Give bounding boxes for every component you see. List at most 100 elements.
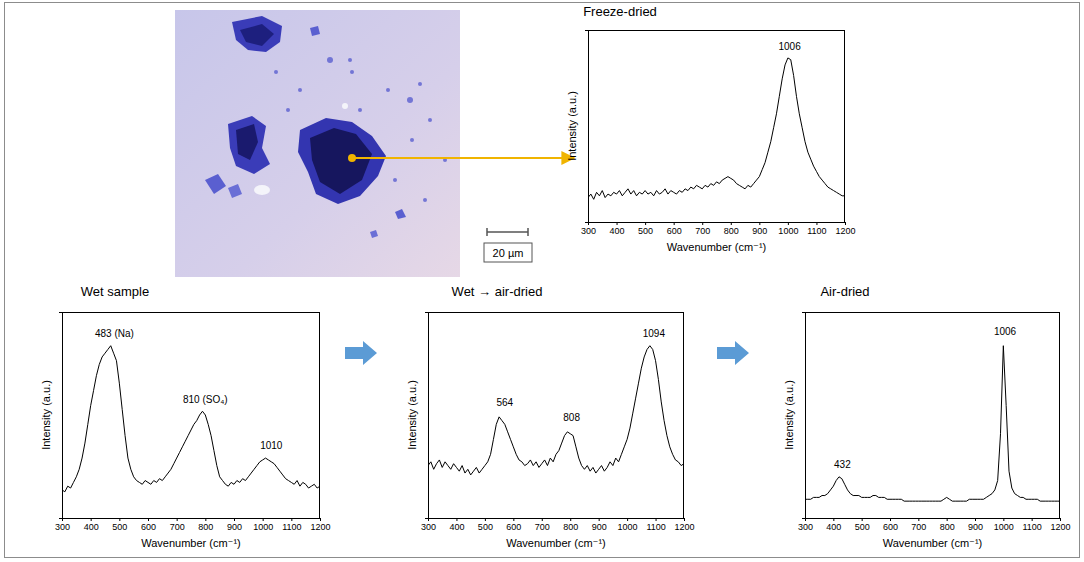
x-tick-mark xyxy=(1060,518,1061,521)
step-arrow xyxy=(717,341,749,365)
particle-dot xyxy=(286,108,290,112)
particle xyxy=(232,16,282,52)
x-tick: 900 xyxy=(968,518,983,532)
x-tick-label: 1000 xyxy=(994,522,1014,532)
scale-bar-end xyxy=(486,228,488,236)
panel: 300400500600700800900100011001200Wavenum… xyxy=(566,30,856,253)
x-tick: 900 xyxy=(592,518,607,532)
x-axis: 300400500600700800900100011001200 xyxy=(798,518,1071,532)
x-tick: 800 xyxy=(198,518,213,532)
x-tick-label: 700 xyxy=(170,522,185,532)
particle xyxy=(395,209,406,219)
x-tick: 1200 xyxy=(835,222,855,236)
y-axis-line xyxy=(585,31,589,223)
x-tick-label: 400 xyxy=(826,522,841,532)
x-tick-mark xyxy=(205,518,206,521)
x-tick-label: 900 xyxy=(592,522,607,532)
x-tick-label: 500 xyxy=(855,522,870,532)
panel-title: Air-dried xyxy=(820,284,869,299)
peak-label: 1094 xyxy=(643,328,666,339)
particle-dot xyxy=(386,88,390,92)
x-tick: 1000 xyxy=(618,518,638,532)
x-tick: 700 xyxy=(170,518,185,532)
x-tick-label: 300 xyxy=(55,522,70,532)
panel: 300400500600700800900100011001200Wavenum… xyxy=(783,312,1071,549)
x-tick: 300 xyxy=(581,222,596,236)
x-axis-title: Wavenumber (cm⁻¹) xyxy=(141,537,241,549)
x-tick-mark xyxy=(788,222,789,225)
x-tick: 1100 xyxy=(646,518,665,532)
particle xyxy=(370,230,378,238)
x-tick: 1200 xyxy=(674,518,694,532)
x-tick-label: 700 xyxy=(695,226,710,236)
y-axis xyxy=(59,313,63,519)
particle xyxy=(228,116,270,174)
x-tick-label: 1100 xyxy=(282,522,301,532)
micrograph: 20 µm xyxy=(175,10,532,277)
x-tick: 700 xyxy=(911,518,926,532)
frame-right xyxy=(683,312,684,518)
x-tick-mark xyxy=(1003,518,1004,521)
particle xyxy=(228,184,242,198)
x-tick-mark xyxy=(177,518,178,521)
x-tick-mark xyxy=(627,518,628,521)
particle-dot xyxy=(327,57,333,63)
x-tick-label: 400 xyxy=(449,522,464,532)
x-axis-line xyxy=(806,519,1061,522)
x-tick-label: 900 xyxy=(968,522,983,532)
spectrum-line xyxy=(805,346,1060,501)
x-tick: 900 xyxy=(752,222,767,236)
x-tick: 1000 xyxy=(253,518,273,532)
x-axis: 300400500600700800900100011001200 xyxy=(421,518,695,532)
x-tick: 1100 xyxy=(1022,518,1041,532)
micrograph-background xyxy=(175,10,460,277)
x-tick-label: 600 xyxy=(667,226,682,236)
particle xyxy=(310,128,372,194)
x-tick-label: 700 xyxy=(911,522,926,532)
x-tick: 300 xyxy=(798,518,813,532)
x-tick: 500 xyxy=(478,518,493,532)
y-axis xyxy=(425,313,429,519)
x-tick-label: 700 xyxy=(535,522,550,532)
peak-label: 810 (SO₄) xyxy=(183,394,228,405)
x-tick-label: 300 xyxy=(421,522,436,532)
x-tick: 600 xyxy=(883,518,898,532)
x-tick-label: 800 xyxy=(198,522,213,532)
x-tick-label: 500 xyxy=(112,522,127,532)
spectrum-line xyxy=(588,58,845,199)
x-tick-mark xyxy=(542,518,543,521)
particle xyxy=(205,174,226,194)
peak-label: 808 xyxy=(563,412,580,423)
x-tick: 400 xyxy=(826,518,841,532)
panel-title: Freeze-dried xyxy=(583,4,657,19)
x-tick-mark xyxy=(833,518,834,521)
particle xyxy=(240,24,274,46)
plot-area xyxy=(588,58,845,199)
particle-dot xyxy=(298,88,302,92)
x-tick-label: 1100 xyxy=(646,522,665,532)
x-tick-mark xyxy=(674,222,675,225)
x-tick-label: 400 xyxy=(84,522,99,532)
frame-top xyxy=(62,312,320,313)
x-tick-label: 800 xyxy=(724,226,739,236)
x-tick-label: 800 xyxy=(563,522,578,532)
panel: 300400500600700800900100011001200Wavenum… xyxy=(40,312,331,549)
x-tick-mark xyxy=(513,518,514,521)
x-tick-label: 1000 xyxy=(778,226,798,236)
x-tick: 700 xyxy=(695,222,710,236)
x-tick-label: 500 xyxy=(638,226,653,236)
x-tick: 700 xyxy=(535,518,550,532)
particle-dot xyxy=(393,178,397,182)
x-tick: 800 xyxy=(563,518,578,532)
particle-dot xyxy=(418,82,422,86)
x-tick-label: 300 xyxy=(798,522,813,532)
x-tick-mark xyxy=(456,518,457,521)
x-tick: 1100 xyxy=(282,518,301,532)
plot-area xyxy=(428,346,684,475)
particle-dot xyxy=(423,198,427,202)
x-tick: 500 xyxy=(855,518,870,532)
x-tick-mark xyxy=(1032,518,1033,521)
x-tick-mark xyxy=(816,222,817,225)
x-tick-mark xyxy=(570,518,571,521)
x-axis-line xyxy=(429,519,685,522)
